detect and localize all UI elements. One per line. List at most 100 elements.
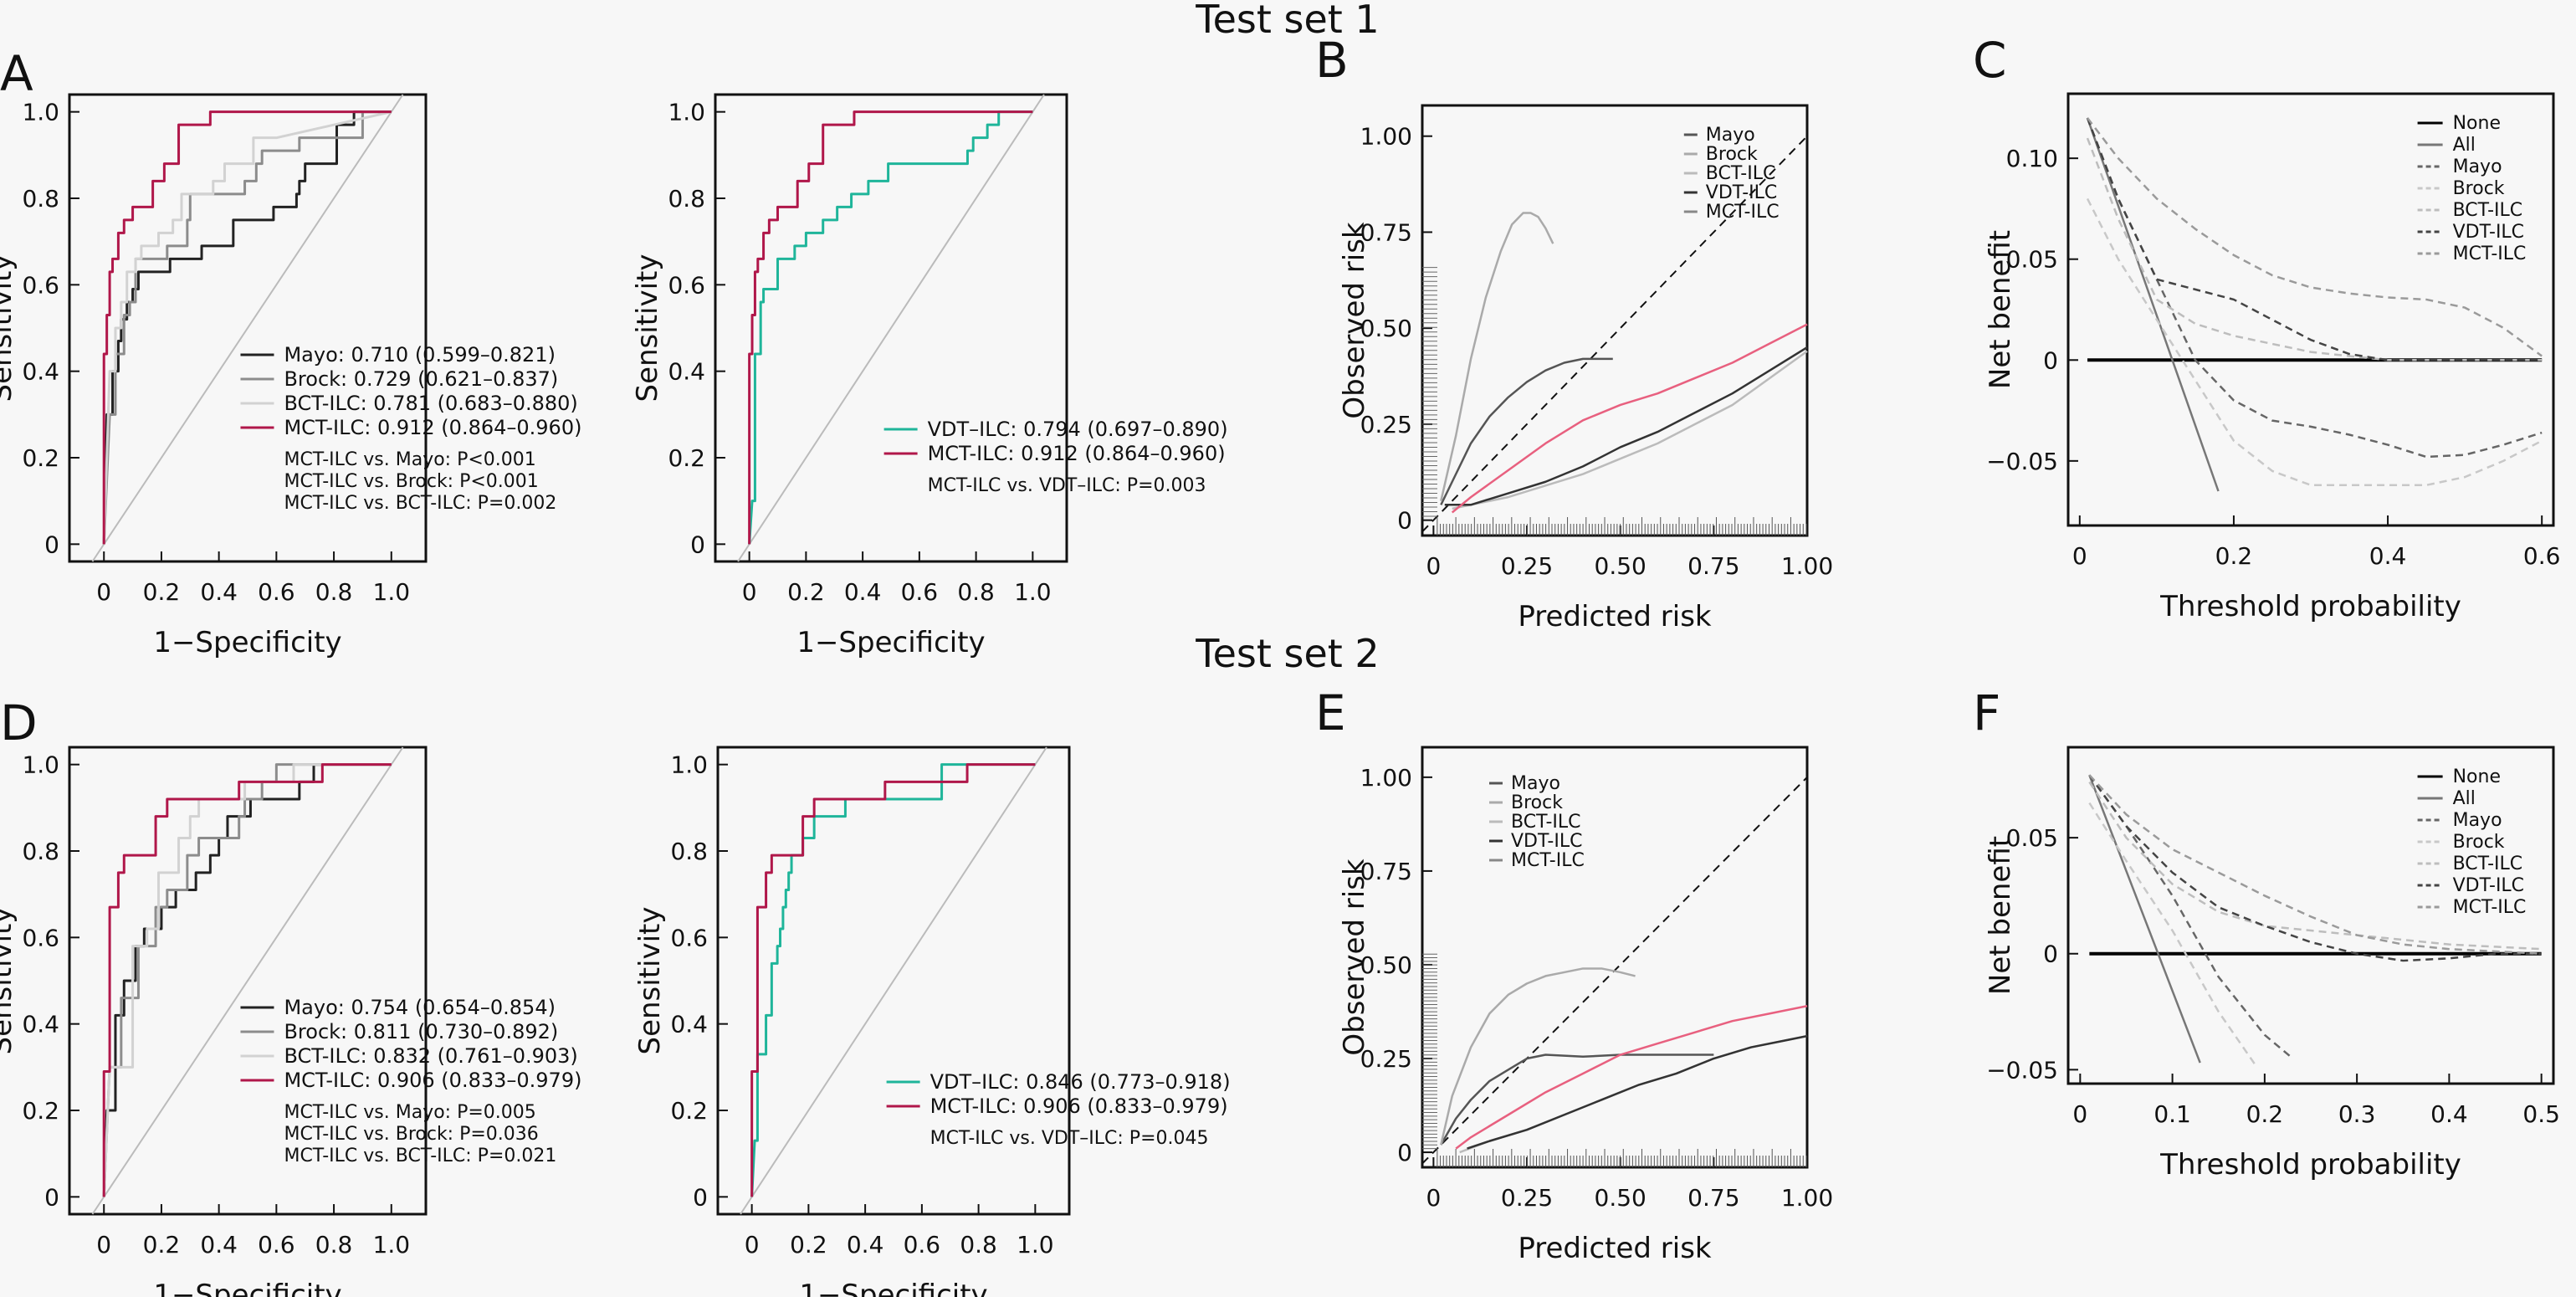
x-axis-title: Predicted risk	[1518, 1232, 1712, 1265]
x-tick-label: 0	[745, 1231, 760, 1259]
y-tick-label: 0.8	[668, 185, 705, 213]
x-tick-label: 0.8	[957, 578, 995, 606]
legend-label-mct-ilc: MCT-ILC: 0.906 (0.833–0.979)	[284, 1069, 581, 1092]
x-tick-label: 0.2	[143, 1231, 181, 1259]
roc-plot-test1-models: 0 0.2 0.4 0.6 0.8 1.0 0 0.2 0.4 0.6 0.8 1.0 1−Specif…	[0, 93, 581, 659]
plot-frame	[68, 746, 428, 1216]
y-tick-label: 0.6	[668, 271, 705, 299]
legend-label-bct-ilc: BCT-ILC	[2453, 854, 2523, 874]
y-tick-label: 0.75	[1360, 858, 1412, 885]
legend-label-mayo: Mayo: 0.710 (0.599–0.821)	[284, 343, 555, 367]
x-tick-label: 0.4	[847, 1231, 884, 1259]
x-axis-title: Threshold probability	[2159, 590, 2461, 623]
chance-diagonal	[91, 94, 404, 562]
series-line-bct-ilc	[1452, 350, 1808, 510]
legend-label-bct-ilc: BCT-ILC	[1511, 812, 1581, 833]
y-tick-label: 1.00	[1360, 123, 1412, 151]
plot-frame	[1421, 104, 1809, 537]
series-line-mct-ilc	[2087, 117, 2543, 357]
x-tick-label: 0.25	[1501, 552, 1553, 580]
comparison-p-value: MCT-ILC vs. BCT-ILC: P=0.021	[284, 1146, 556, 1166]
y-axis-title: Sensitivity	[631, 254, 664, 402]
plot-frame	[1421, 746, 1809, 1169]
series-line-brock	[1440, 212, 1554, 501]
series-line-vdt-ilc	[1467, 1034, 1808, 1150]
y-tick-label: 0.05	[2006, 246, 2058, 274]
x-tick-label: 0.3	[2338, 1100, 2376, 1128]
x-tick-label: 1.00	[1781, 1184, 1833, 1212]
y-tick-label: 0.75	[1360, 218, 1412, 246]
x-tick-label: 0.6	[2523, 542, 2561, 570]
plot-frame	[2066, 746, 2555, 1085]
y-tick-label: 0.4	[22, 358, 59, 386]
chance-diagonal	[91, 746, 404, 1215]
comparison-p-value: MCT-ILC vs. Mayo: P<0.001	[284, 449, 535, 470]
x-tick-label: 0.50	[1595, 552, 1646, 580]
y-axis-title: Sensitivity	[633, 906, 667, 1054]
legend-label-mct-ilc: MCT-ILC: 0.906 (0.833–0.979)	[930, 1095, 1228, 1118]
x-tick-label: 1.0	[1014, 578, 1052, 606]
series-line-mayo	[1440, 357, 1613, 505]
legend-label-bct-ilc: BCT-ILC: 0.832 (0.761–0.903)	[284, 1044, 577, 1068]
test-set-2-title: Test set 2	[1196, 631, 1380, 676]
x-tick-label: 0.2	[790, 1231, 827, 1259]
y-tick-label: 0.6	[670, 924, 708, 951]
y-tick-label: 0	[44, 531, 59, 558]
series-line-bct-ilc	[2088, 781, 2542, 951]
y-tick-label: 0.25	[1360, 411, 1412, 438]
y-tick-label: 0.2	[22, 444, 59, 472]
y-tick-label: 0.6	[22, 924, 59, 951]
y-tick-label: 1.0	[670, 751, 708, 779]
legend-label-mayo: Mayo	[1511, 773, 1560, 794]
legend-label-vdt-ilc: VDT–ILC: 0.794 (0.697–0.890)	[928, 418, 1228, 441]
legend-label-mct-ilc: MCT-ILC: 0.912 (0.864–0.960)	[928, 442, 1226, 465]
series-line-vdt-ilc	[2088, 774, 2542, 962]
series-line-bct-ilc	[2086, 137, 2543, 361]
y-axis-title: Observed risk	[1338, 222, 1371, 419]
comparison-p-value: MCT-ILC vs. Mayo: P=0.005	[284, 1102, 535, 1123]
panel-label-a: A	[0, 45, 33, 102]
x-tick-label: 0.4	[844, 578, 882, 606]
legend-label-brock: Brock: 0.811 (0.730–0.892)	[284, 1020, 558, 1043]
series-line-brock	[102, 110, 392, 545]
y-tick-label: 0.2	[670, 1097, 708, 1125]
x-tick-label: 0.8	[315, 1231, 353, 1259]
legend-label-all: All	[2453, 788, 2476, 809]
y-tick-label: −0.05	[1986, 1056, 2058, 1084]
x-tick-label: 0.6	[258, 1231, 295, 1259]
comparison-p-value: MCT-ILC vs. VDT–ILC: P=0.045	[930, 1128, 1209, 1149]
y-axis-title: Net benefit	[1984, 836, 2017, 995]
chance-diagonal	[740, 746, 1047, 1215]
series-line-vdt-ilc	[2086, 117, 2543, 361]
y-tick-label: 0.10	[2006, 145, 2058, 172]
plot-frame	[716, 746, 1071, 1216]
y-tick-label: 0.8	[22, 838, 59, 865]
x-axis-title: 1−Specificity	[799, 1279, 987, 1297]
comparison-p-value: MCT-ILC vs. Brock: P=0.036	[284, 1124, 538, 1145]
legend-label-bct-ilc: BCT-ILC: 0.781 (0.683–0.880)	[284, 392, 577, 415]
x-tick-label: 1.00	[1781, 552, 1833, 580]
y-tick-label: 0.8	[22, 185, 59, 213]
series-line-mct-ilc	[2088, 774, 2542, 955]
y-tick-label: 0	[693, 1183, 708, 1211]
y-tick-label: 0	[2043, 346, 2058, 374]
legend-label-mct-ilc: MCT-ILC	[2453, 897, 2527, 918]
series-line-mct-ilc	[748, 110, 1033, 545]
legend-label-mayo: Mayo	[2453, 810, 2502, 831]
calibration-plot-test1: 0 0.25 0.50 0.75 1.00 0 0.25 0.50 0.75 1.00 Predic…	[1338, 104, 1833, 633]
y-tick-label: 0.2	[22, 1097, 59, 1125]
y-tick-label: 0	[1397, 507, 1412, 535]
y-tick-label: 0.05	[2006, 824, 2058, 852]
x-tick-label: 0	[1426, 552, 1441, 580]
comparison-p-value: MCT-ILC vs. VDT–ILC: P=0.003	[928, 475, 1206, 496]
x-tick-label: 0	[2072, 1100, 2087, 1128]
roc-plot-test2-vdt: 0 0.2 0.4 0.6 0.8 1.0 0 0.2 0.4 0.6 0.8 1.0 1−Specif…	[633, 746, 1231, 1297]
x-tick-label: 0.2	[143, 578, 181, 606]
x-tick-label: 0.50	[1595, 1184, 1646, 1212]
plot-frame	[68, 93, 428, 563]
x-tick-label: 1.0	[373, 1231, 411, 1259]
y-tick-label: 0	[44, 1183, 59, 1211]
x-tick-label: 0.25	[1501, 1184, 1553, 1212]
series-line-brock	[2086, 197, 2543, 487]
